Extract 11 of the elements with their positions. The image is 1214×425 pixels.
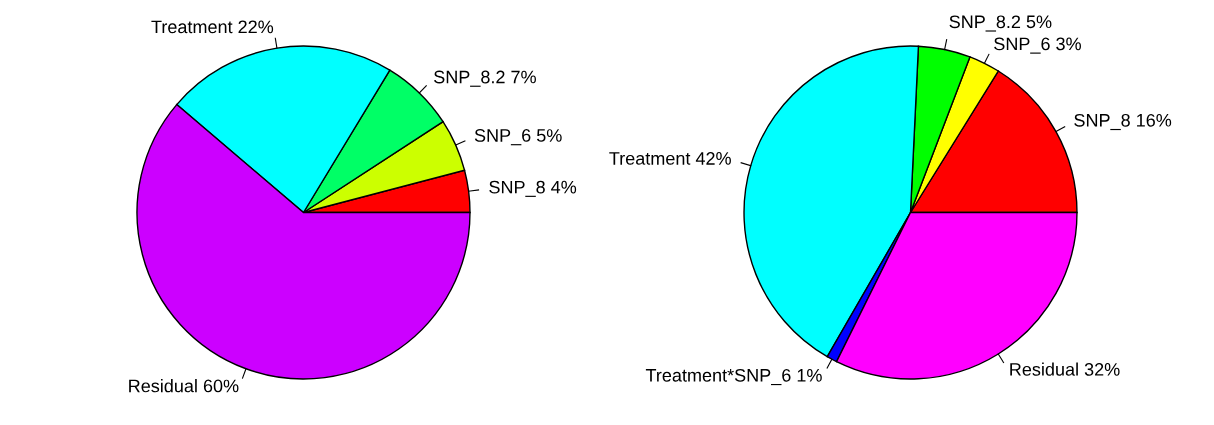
slice-label: SNP_6 5% [474,129,562,146]
slice-label: Treatment*SNP_6 1% [645,368,822,386]
slice-label: SNP_6 3% [994,37,1081,54]
slice-label: Residual 32% [1010,362,1120,376]
slice-label: Residual 60% [129,379,239,393]
slice-label: Treatment 42% [609,152,731,165]
slice-label: SNP_8.2 5% [949,15,1052,32]
slice-label: Treatment 22% [151,20,274,34]
slice-label: SNP_8 16% [1074,113,1172,131]
slice-label: SNP_8.2 7% [434,70,536,87]
slice-label: SNP_8 4% [489,180,577,197]
